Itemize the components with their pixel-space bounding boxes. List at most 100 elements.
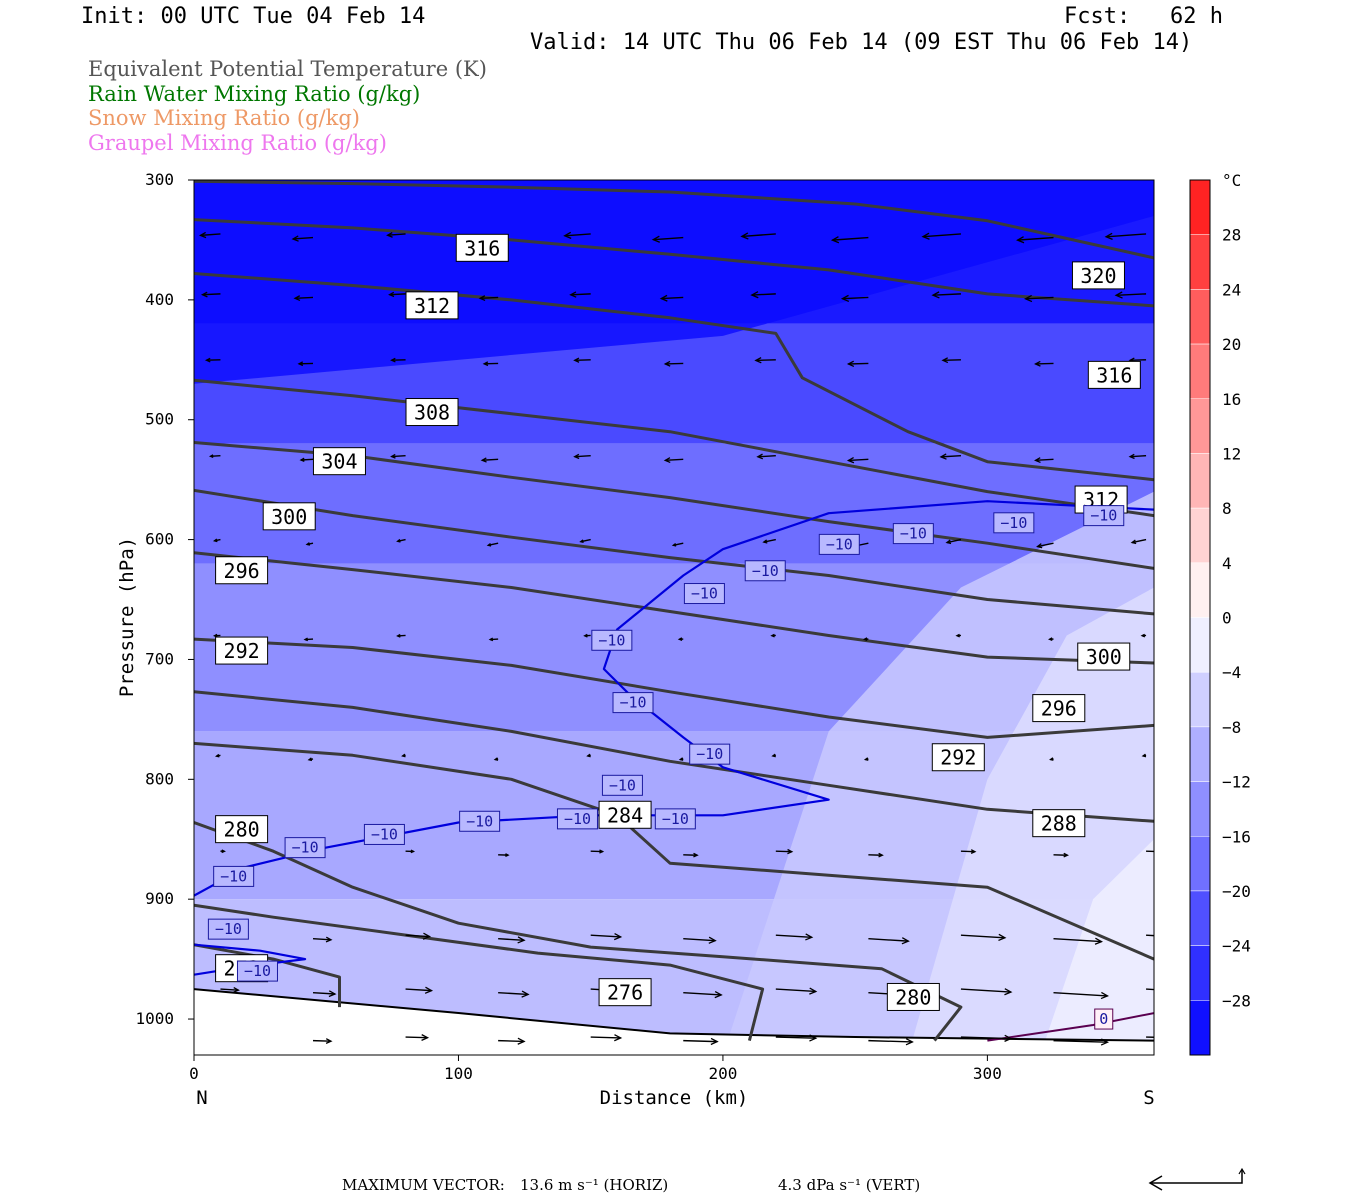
wind-vector-head xyxy=(1004,1034,1013,1042)
wind-vector xyxy=(1053,937,1103,945)
colorbar-tick-label: 4 xyxy=(1222,554,1232,573)
y-tick-label: 600 xyxy=(145,530,174,549)
wind-vector xyxy=(312,990,337,998)
wind-vector xyxy=(208,454,221,459)
theta-e-label-box xyxy=(312,447,366,476)
wind-vector-shaft xyxy=(1035,458,1054,462)
theta-e-label: 288 xyxy=(1032,809,1086,838)
field-label-snow: Snow Mixing Ratio (g/kg) xyxy=(88,106,360,130)
wind-vector-head xyxy=(401,753,406,758)
temperature-label-text: −10 xyxy=(564,810,591,828)
wind-vector-head xyxy=(198,231,207,239)
wind-vector xyxy=(955,633,961,638)
wind-vector xyxy=(1128,453,1147,460)
wind-vector xyxy=(754,357,776,364)
wind-vector-head xyxy=(299,457,305,462)
wind-vector-head xyxy=(659,294,668,302)
theta-e-label: 300 xyxy=(1077,642,1131,671)
wind-vector-shaft xyxy=(1017,236,1054,241)
theta-e-label-box xyxy=(1032,694,1086,723)
temperature-contour--10 xyxy=(194,500,1154,897)
wind-vector-shaft xyxy=(574,454,591,458)
wind-vector-head xyxy=(901,937,910,945)
temperature-label: −10 xyxy=(213,865,255,887)
temperature-label-box xyxy=(1083,505,1125,527)
wind-vector xyxy=(939,453,961,460)
temperature-label: −10 xyxy=(654,808,696,830)
wind-vector xyxy=(1049,757,1054,761)
wind-vector-head xyxy=(480,457,487,463)
wind-vector xyxy=(868,937,910,945)
theta-e-label-text: 276 xyxy=(607,981,643,1005)
theta-e-label: 304 xyxy=(312,447,366,476)
temperature-label-box xyxy=(459,810,501,832)
wind-vector-shaft xyxy=(683,1039,718,1043)
wind-vector-shaft xyxy=(498,1039,525,1043)
wind-vector-head xyxy=(939,453,947,460)
wind-vector-head xyxy=(1114,291,1123,299)
theta-e-label-text: 300 xyxy=(1086,645,1122,669)
wind-vector-shaft xyxy=(202,293,221,296)
x-tick-label: 100 xyxy=(444,1064,473,1083)
wind-vector xyxy=(868,1038,914,1046)
wind-vector xyxy=(1048,637,1054,642)
wind-vector-head xyxy=(663,360,671,367)
theta-e-label-box xyxy=(455,233,509,262)
wind-vector-head xyxy=(579,539,584,544)
temperature-label-text: −10 xyxy=(900,525,927,543)
wind-vector xyxy=(775,987,818,995)
wind-vector xyxy=(405,932,432,940)
wind-vector-head xyxy=(770,633,775,638)
colorbar-tick-label: 0 xyxy=(1222,609,1232,628)
colorbar-swatch xyxy=(1189,1000,1211,1056)
wind-vector-head xyxy=(1100,991,1109,1000)
theta-e-contour-284 xyxy=(194,741,1154,961)
colorbar-swatch xyxy=(1189,179,1211,235)
wind-vector xyxy=(579,538,591,544)
temperature-label: −10 xyxy=(459,810,501,832)
wind-vector xyxy=(863,757,869,761)
wind-vector-head xyxy=(517,1037,526,1045)
theta-e-contour-308 xyxy=(194,378,1154,518)
wind-vector-shaft xyxy=(848,458,869,462)
wind-vector-head xyxy=(846,456,855,464)
temperature-label: −10 xyxy=(363,823,405,845)
x-axis-label: Distance (km) xyxy=(600,1087,749,1109)
temperature-label-text: −10 xyxy=(662,810,689,828)
wind-vector-shaft xyxy=(580,538,591,543)
colorbar-unit: °C xyxy=(1222,171,1241,190)
temperature-label: −10 xyxy=(601,774,643,796)
theta-e-contour-296 xyxy=(194,551,1154,665)
theta-e-label-text: 292 xyxy=(224,639,260,663)
wind-vector xyxy=(1034,457,1054,464)
wind-vector xyxy=(390,357,406,363)
temperature-label-text: 0 xyxy=(1099,1010,1108,1028)
wind-vector-head xyxy=(805,933,814,941)
theta-e-contour-316 xyxy=(194,218,1154,308)
theta-e-label-box xyxy=(215,636,269,665)
wind-vector-head xyxy=(307,757,313,762)
theta-e-label-box xyxy=(262,502,316,531)
wind-vector-head xyxy=(740,232,749,240)
wind-vector-shaft xyxy=(922,233,961,238)
wind-vector xyxy=(305,542,314,546)
wind-vector-shaft xyxy=(946,538,962,544)
temperature-label: −10 xyxy=(612,692,654,714)
wind-vector-shaft xyxy=(482,458,499,461)
colorbar-swatch xyxy=(1189,289,1211,345)
wind-vector xyxy=(941,357,961,364)
wind-vector-shaft xyxy=(665,458,684,462)
colorbar-swatch xyxy=(1189,617,1211,673)
wind-vector-shaft xyxy=(1116,293,1147,297)
wind-vector-head xyxy=(878,852,884,858)
wind-vector xyxy=(775,933,814,941)
wind-vector-shaft xyxy=(570,293,591,296)
wind-vector xyxy=(846,456,869,464)
wind-vector xyxy=(498,1037,526,1045)
wind-vector-head xyxy=(614,1034,623,1042)
wind-vector xyxy=(1034,360,1054,367)
temperature-label-text: −10 xyxy=(609,776,636,794)
wind-vector xyxy=(563,231,591,239)
wind-vector xyxy=(862,637,869,642)
